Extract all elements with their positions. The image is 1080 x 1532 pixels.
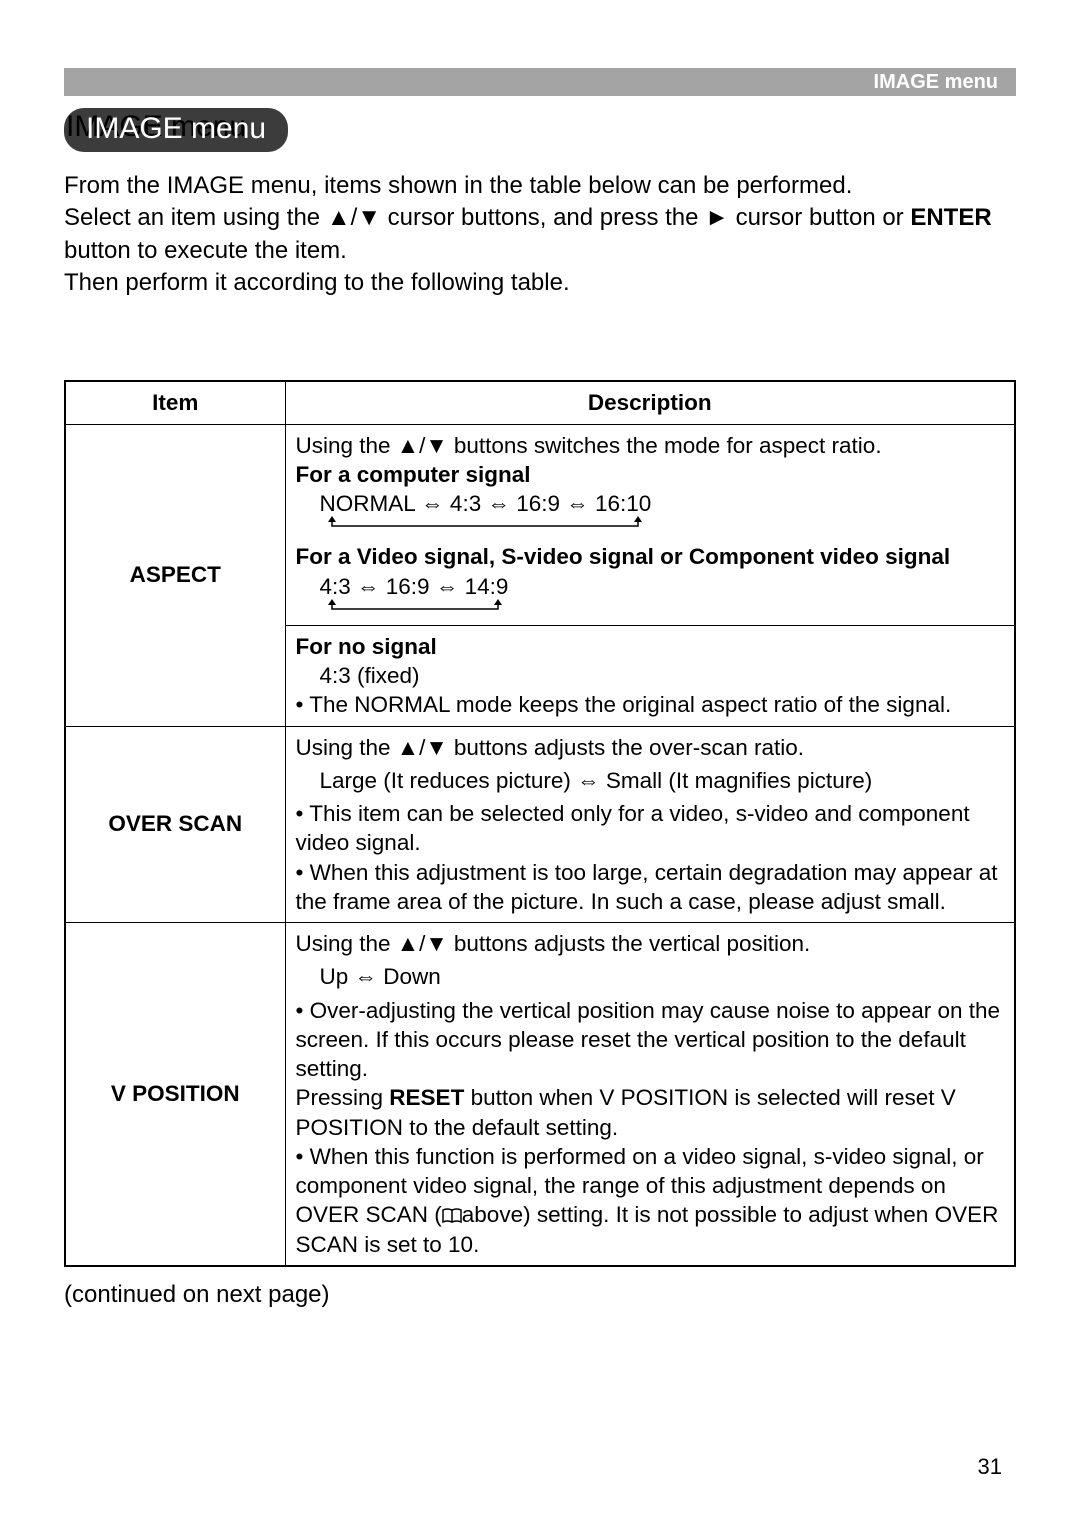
book-icon [442,1202,462,1218]
row-desc-overscan: Using the ▲/▼ buttons adjusts the over-s… [285,726,1015,923]
table-row: V POSITION Using the ▲/▼ buttons adjusts… [65,923,1015,1266]
loop-arrow-icon [320,599,510,619]
row-item-overscan: OVER SCAN [65,726,285,923]
row-desc-aspect: Using the ▲/▼ buttons switches the mode … [285,424,1015,726]
aspect-opts2: 4:3 ⇔ 16:9 ⇔ 14:9 [296,572,1005,601]
table-row: ASPECT Using the ▲/▼ buttons switches th… [65,424,1015,726]
aspect-opts3: 4:3 (fixed) [296,661,1005,690]
divider [286,625,1015,626]
header-breadcrumb: IMAGE menu [874,71,998,94]
header-bar: IMAGE menu [64,68,1016,96]
th-item: Item [65,381,285,425]
section-title-pill: IMAGE menu IMAGE menu [64,108,288,152]
intro-paragraph: From the IMAGE menu, items shown in the … [64,170,1016,300]
aspect-b1: For a computer signal [296,462,531,487]
vpos-p3: • Over-adjusting the vertical position m… [296,998,1001,1082]
aspect-p1: Using the ▲/▼ buttons switches the mode … [296,433,882,458]
overscan-p3: • This item can be selected only for a v… [296,801,970,855]
continued-text: (continued on next page) [64,1281,1016,1309]
overscan-p2: Large (It reduces picture) ⇔ Small (It m… [296,766,1005,795]
table-row: OVER SCAN Using the ▲/▼ buttons adjusts … [65,726,1015,923]
intro-line1: From the IMAGE menu, items shown in the … [64,172,852,199]
aspect-b2: For a Video signal, S-video signal or Co… [296,544,951,569]
overscan-p1: Using the ▲/▼ buttons adjusts the over-s… [296,735,805,760]
th-description: Description [285,381,1015,425]
intro-enter-bold: ENTER [910,204,991,231]
aspect-b3: For no signal [296,634,437,659]
row-desc-vposition: Using the ▲/▼ buttons adjusts the vertic… [285,923,1015,1266]
vpos-p4a: Pressing [296,1085,390,1110]
title-text: IMAGE menu [86,112,266,145]
intro-line3: Then perform it according to the followi… [64,269,570,296]
vpos-p5ref: above [462,1202,523,1227]
loop-arrow-icon [320,516,650,536]
page-number: 31 [978,1454,1002,1480]
intro-line2a: Select an item using the ▲/▼ cursor butt… [64,204,910,231]
vpos-p1: Using the ▲/▼ buttons adjusts the vertic… [296,931,811,956]
overscan-p4: • When this adjustment is too large, cer… [296,860,998,914]
image-menu-table: Item Description ASPECT Using the ▲/▼ bu… [64,380,1016,1267]
vpos-p2: Up ⇔ Down [296,962,1005,991]
aspect-opts1: NORMAL ⇔ 4:3 ⇔ 16:9 ⇔ 16:10 [296,489,1005,518]
row-item-vposition: V POSITION [65,923,285,1266]
row-item-aspect: ASPECT [65,424,285,726]
aspect-note: • The NORMAL mode keeps the original asp… [296,692,952,717]
intro-line2b: button to execute the item. [64,237,347,264]
vpos-reset-bold: RESET [389,1085,464,1110]
